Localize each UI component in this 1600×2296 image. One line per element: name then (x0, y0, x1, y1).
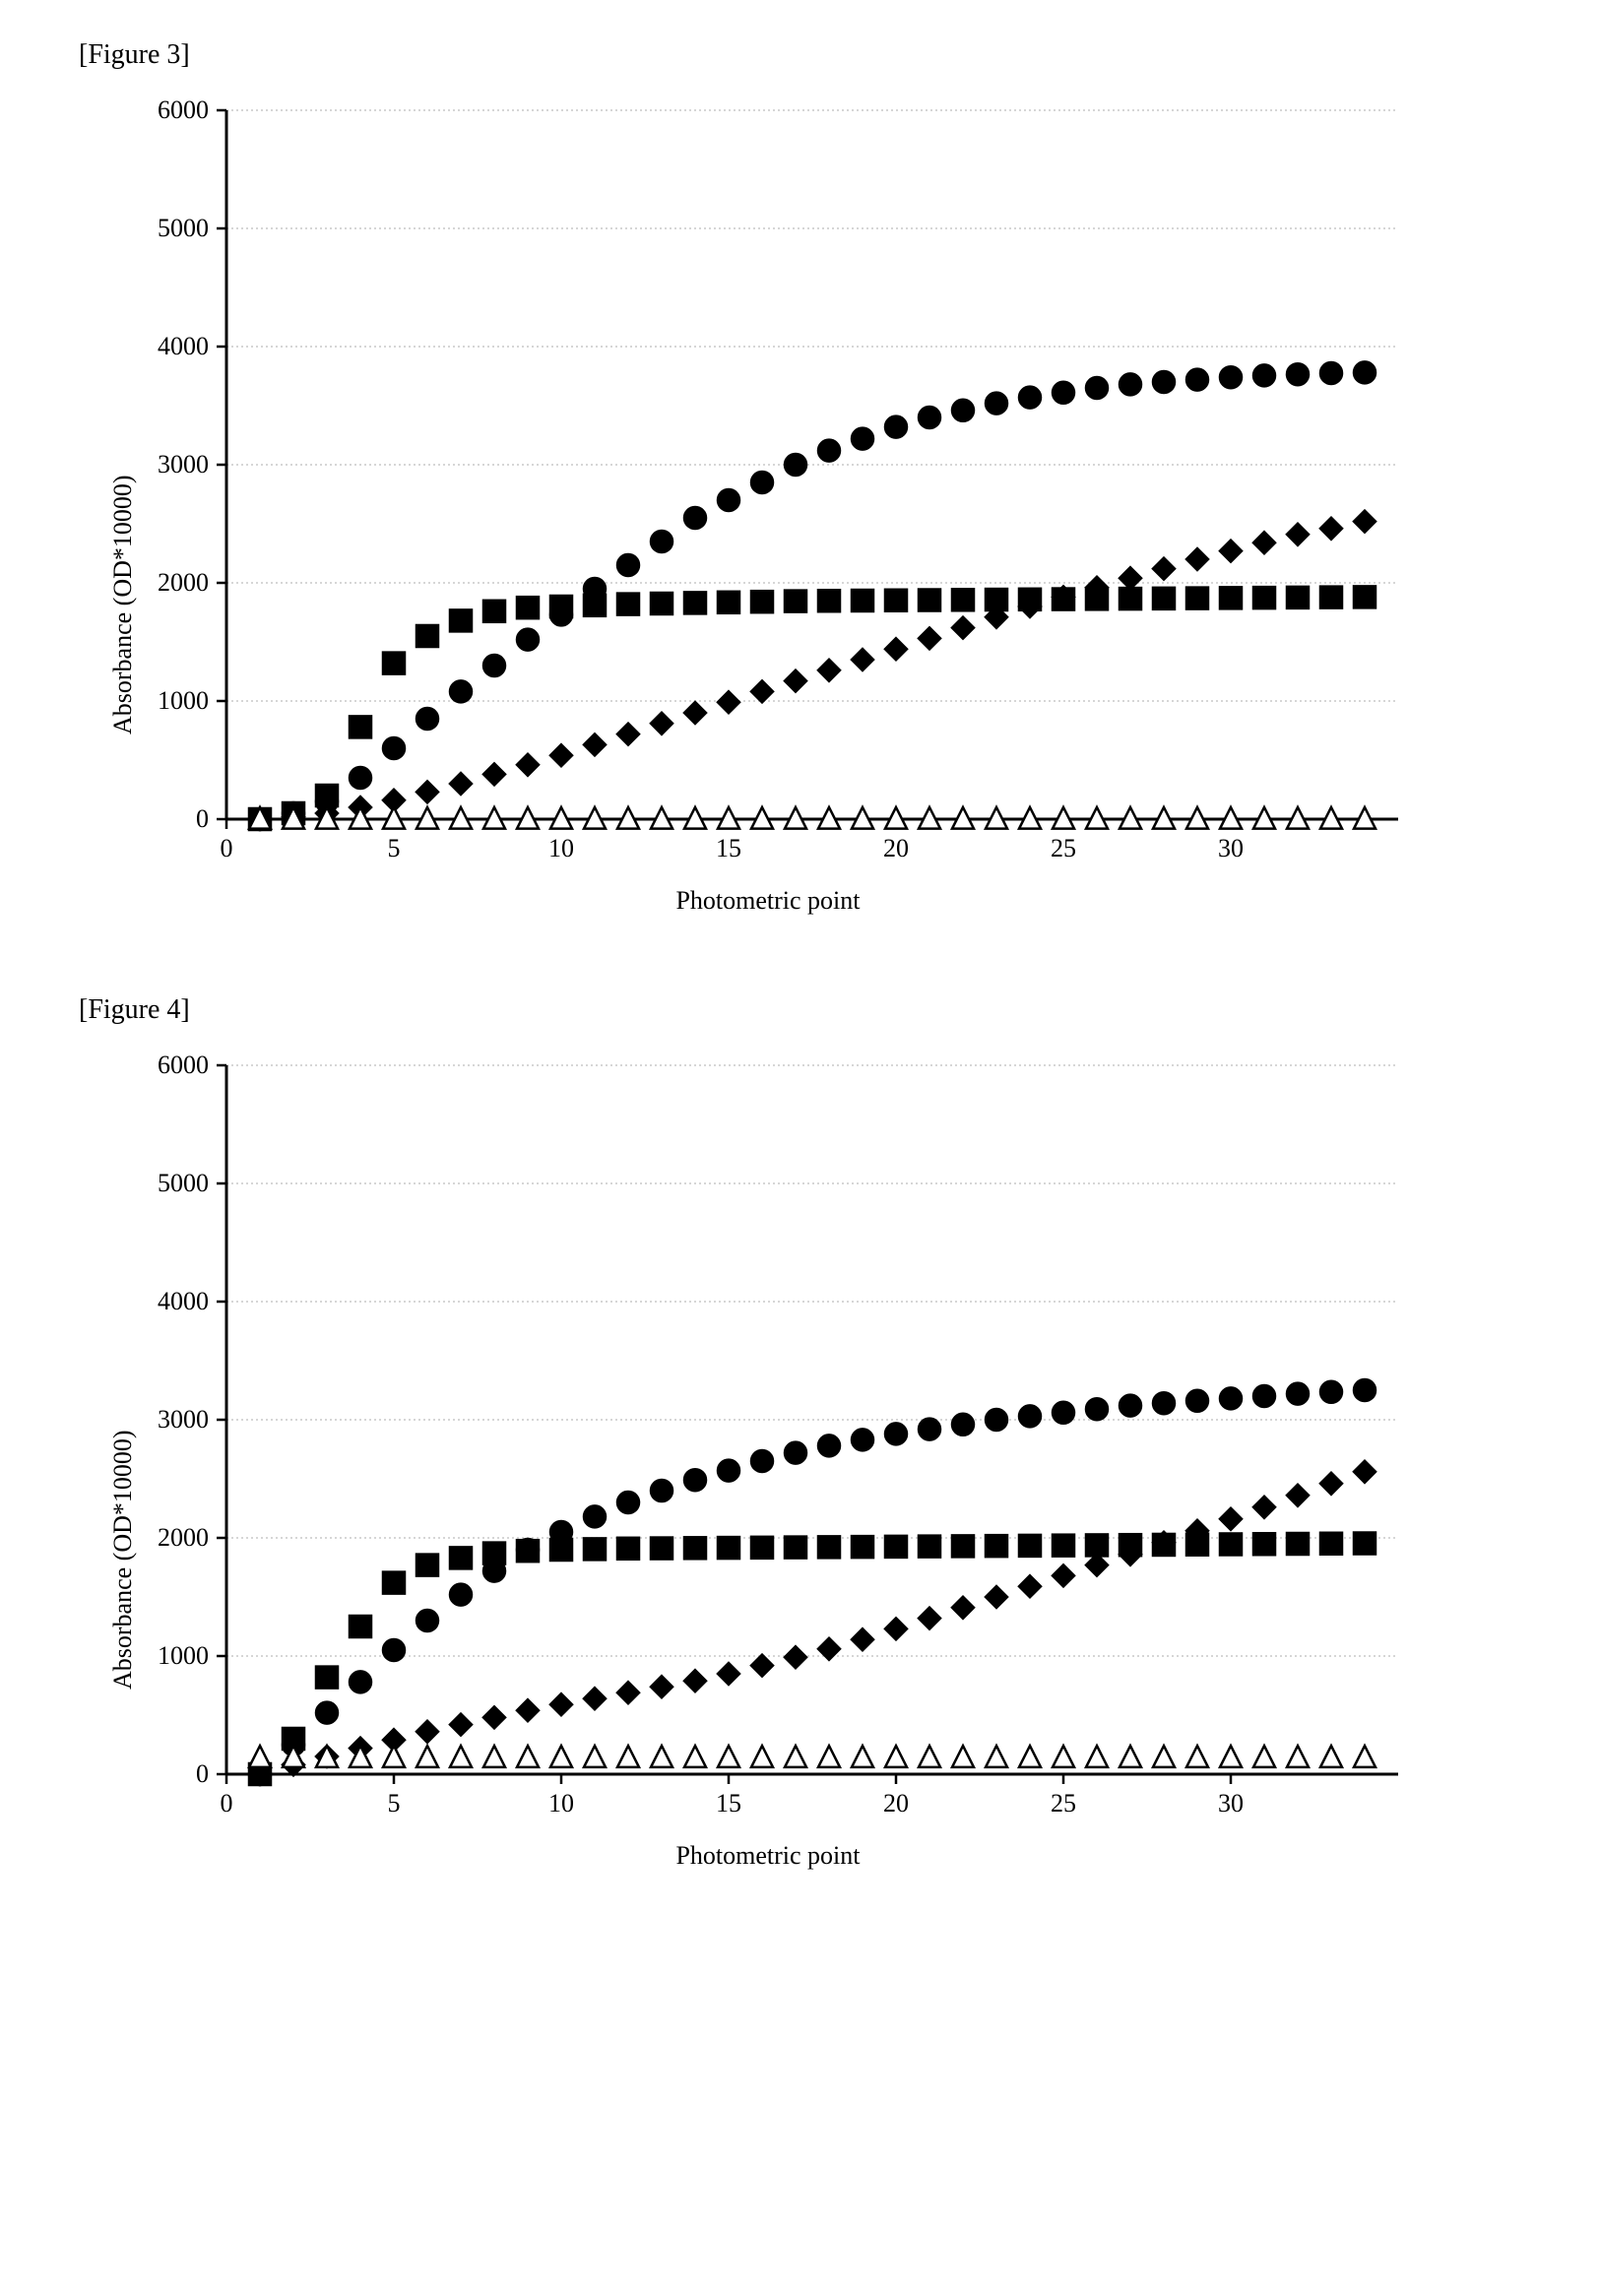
figure-label: [Figure 3] (79, 39, 1541, 71)
svg-text:10: 10 (548, 834, 574, 862)
svg-text:5000: 5000 (158, 1169, 209, 1197)
chart-svg: 0 1000 2000 3000 4000 5000 6000 0 5 10 15 20 25 30 (118, 1046, 1418, 1833)
figure-label: [Figure 4] (79, 994, 1541, 1026)
figure-block: [Figure 3] 0 1000 2000 3000 4000 5000 6000 0 5 10 1… (59, 39, 1541, 916)
svg-text:20: 20 (883, 1789, 909, 1818)
svg-text:25: 25 (1051, 1789, 1076, 1818)
svg-text:30: 30 (1218, 1789, 1244, 1818)
x-axis-label: Photometric point (118, 1841, 1418, 1871)
svg-text:5000: 5000 (158, 214, 209, 242)
x-axis-label: Photometric point (118, 886, 1418, 916)
chart-svg: 0 1000 2000 3000 4000 5000 6000 0 5 10 15 20 25 30 (118, 91, 1418, 878)
figure-block: [Figure 4] 0 1000 2000 3000 4000 5000 6000 0 5 10 1… (59, 994, 1541, 1871)
svg-text:4000: 4000 (158, 332, 209, 360)
svg-text:6000: 6000 (158, 1051, 209, 1079)
svg-text:1000: 1000 (158, 686, 209, 715)
svg-text:25: 25 (1051, 834, 1076, 862)
chart-wrap: 0100020003000400050006000051015202530Abs… (118, 1046, 1541, 1871)
svg-text:15: 15 (716, 834, 741, 862)
svg-text:30: 30 (1218, 834, 1244, 862)
svg-text:2000: 2000 (158, 1523, 209, 1552)
svg-text:0: 0 (196, 1759, 209, 1788)
svg-text:5: 5 (388, 834, 401, 862)
svg-text:3000: 3000 (158, 1405, 209, 1434)
svg-text:15: 15 (716, 1789, 741, 1818)
svg-text:2000: 2000 (158, 568, 209, 597)
svg-text:3000: 3000 (158, 450, 209, 478)
svg-text:10: 10 (548, 1789, 574, 1818)
y-axis-label: Absorbance (OD*10000) (108, 1430, 138, 1690)
svg-text:0: 0 (196, 804, 209, 833)
svg-text:4000: 4000 (158, 1287, 209, 1315)
svg-text:20: 20 (883, 834, 909, 862)
svg-text:1000: 1000 (158, 1641, 209, 1670)
svg-text:5: 5 (388, 1789, 401, 1818)
y-axis-label: Absorbance (OD*10000) (108, 475, 138, 734)
svg-text:0: 0 (221, 1789, 233, 1818)
svg-text:0: 0 (221, 834, 233, 862)
chart-wrap: 0100020003000400050006000051015202530Abs… (118, 91, 1541, 916)
svg-text:6000: 6000 (158, 96, 209, 124)
